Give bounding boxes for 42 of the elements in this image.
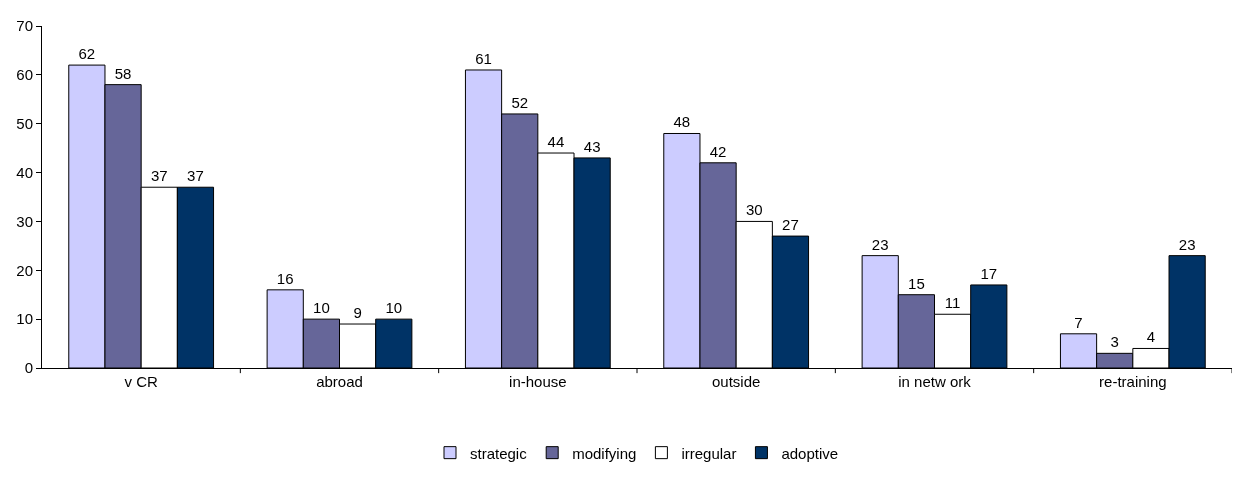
data-label: 52 [511,93,529,111]
data-label: 62 [78,45,96,63]
data-label: 10 [313,299,330,317]
y-tick-label: 30 [16,212,33,230]
y-tick-label: 70 [16,17,33,35]
legend-label: strategic [470,444,528,462]
data-label: 3 [1110,333,1119,351]
y-tick-label: 40 [16,163,33,181]
data-label: 37 [187,167,204,185]
legend-label: modifying [572,444,637,462]
x-tick-label: outside [711,373,761,390]
x-tick-label: re-training [1099,373,1167,390]
data-label: 11 [944,294,961,312]
data-label: 7 [1074,313,1083,331]
data-label: 16 [276,269,294,287]
data-label: 61 [475,49,492,67]
data-label: 43 [583,137,601,155]
x-tick-label: in netw ork [898,373,972,390]
y-tick-label: 50 [16,114,33,132]
data-label: 48 [673,113,691,131]
data-label: 15 [908,274,925,292]
data-label: 4 [1146,328,1156,346]
data-label: 17 [980,264,998,282]
data-label: 37 [150,167,168,185]
data-label: 23 [1178,235,1196,253]
y-tick-label: 0 [24,359,33,377]
x-tick-label: abroad [316,373,363,390]
data-label: 10 [385,299,403,317]
x-tick-label: v CR [124,373,158,390]
data-label: 23 [871,235,889,253]
data-label: 44 [547,133,565,151]
x-tick-label: in-house [509,373,567,390]
y-tick-label: 10 [16,310,33,328]
data-label: 9 [353,304,362,322]
data-label: 42 [709,142,727,160]
data-label: 27 [782,216,799,234]
y-tick-label: 20 [16,261,33,279]
y-tick-label: 60 [16,66,33,84]
legend-label: irregular [681,444,737,462]
data-label: 58 [114,64,132,82]
data-label: 30 [745,201,763,219]
legend-label: adoptive [781,444,839,462]
